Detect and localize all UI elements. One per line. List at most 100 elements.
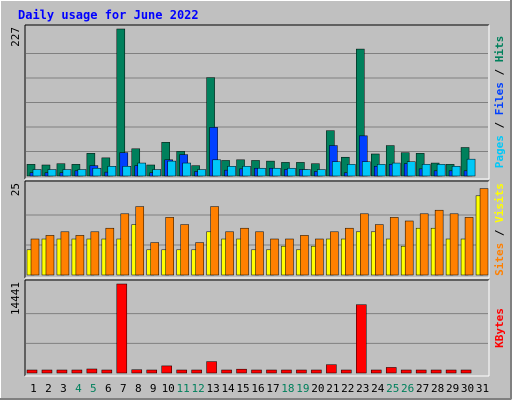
x-tick-label: 1 [30, 382, 37, 395]
legend-item-pages: Pages [493, 135, 506, 168]
sites-bar [240, 227, 249, 276]
sites-bar [479, 188, 489, 276]
sites-bar [464, 217, 474, 276]
kbytes-bar [101, 369, 113, 374]
kbytes-bar [41, 369, 53, 374]
pages-bar [421, 164, 431, 177]
x-tick-label: 25 [386, 382, 399, 395]
sites-bar [105, 227, 115, 276]
pages-bar [436, 164, 446, 177]
x-tick-label: 26 [401, 382, 414, 395]
x-tick-label: 4 [75, 382, 82, 395]
sites-bar [225, 231, 234, 276]
pages-bar [406, 161, 416, 177]
pages-bar [391, 162, 401, 177]
kbytes-bar [71, 369, 83, 374]
y-max-label: 227 [9, 27, 22, 47]
kbytes-bar [326, 364, 337, 374]
kbytes-bar [400, 369, 412, 374]
panel-background [25, 280, 489, 376]
chart-panels: 227 Pages / Files / Hits 25 Sites / Visits 1… [9, 24, 506, 377]
sites-bar [60, 231, 70, 276]
pages-bar [137, 162, 147, 177]
pages-bar [377, 164, 386, 177]
kbytes-bar [56, 369, 68, 374]
sites-bar [315, 238, 324, 276]
sites-bar [270, 238, 279, 276]
y-max-label: 14441 [9, 282, 22, 315]
sites-bar [75, 235, 85, 276]
sites-bar [45, 235, 55, 276]
sites-bar [30, 238, 40, 276]
sites-bar [404, 220, 414, 276]
legend-item-files: Files [493, 82, 506, 115]
pages-bar [152, 169, 161, 177]
kbytes-bar [146, 369, 157, 374]
pages-bar [272, 167, 281, 177]
sites-bar [434, 209, 444, 276]
x-tick-label: 6 [105, 382, 112, 395]
pages-bar [167, 160, 176, 177]
sites-bar [255, 231, 264, 276]
sites-bar [375, 224, 384, 276]
sites-bar [389, 217, 399, 276]
sites-bar [180, 224, 189, 276]
kbytes-bar [176, 369, 187, 374]
pages-bar [347, 164, 356, 177]
x-tick-label: 22 [341, 382, 354, 395]
legend-kbytes: KBytes [493, 308, 506, 348]
legend-item-hits: Hits [493, 36, 506, 63]
legend-separator: / [493, 62, 506, 82]
pages-bar [466, 158, 476, 177]
x-tick-label: 23 [356, 382, 369, 395]
pages-bar [47, 169, 57, 177]
x-axis-labels: 1 2 3 4 5 6 7 8 9 10 11 12 13 14 15 16 17 18 19 20 21 22 23 24 2… [30, 382, 489, 395]
x-tick-label: 17 [266, 382, 279, 395]
kbytes-bar [311, 369, 322, 374]
sites-bar [345, 227, 354, 276]
sites-bar [90, 231, 100, 276]
x-tick-label: 31 [476, 382, 489, 395]
pages-bar [92, 167, 102, 177]
pages-bar [257, 167, 266, 177]
panel-kbytes: 14441 KBytes [9, 279, 506, 377]
legend-separator: / [493, 115, 506, 135]
x-tick-label: 2 [45, 382, 52, 395]
x-tick-label: 12 [192, 382, 205, 395]
pages-bar [122, 166, 132, 177]
x-tick-label: 27 [416, 382, 429, 395]
kbytes-bar [131, 369, 143, 374]
x-tick-label: 30 [461, 382, 474, 395]
pages-bar [302, 169, 311, 177]
kbytes-bar [266, 369, 277, 374]
panel-hits-files-pages: 227 Pages / Files / Hits [9, 24, 506, 180]
kbytes-bar [116, 283, 128, 374]
kbytes-bar [356, 304, 367, 374]
pages-bar [287, 167, 296, 177]
pages-bar [227, 166, 236, 177]
kbytes-bar [206, 361, 217, 374]
pages-bar [197, 169, 206, 177]
pages-bar [32, 169, 42, 177]
pages-bar [242, 166, 251, 177]
x-tick-label: 14 [221, 382, 235, 395]
sites-bar [330, 231, 339, 276]
kbytes-bar [296, 369, 307, 374]
kbytes-bar [221, 369, 232, 374]
panel-sites-visits: 25 Sites / Visits [9, 180, 506, 279]
chart-title: Daily usage for June 2022 [18, 8, 199, 22]
kbytes-bar [26, 369, 38, 374]
sites-bar [419, 213, 429, 276]
y-max-label: 25 [9, 183, 22, 196]
sites-bar [449, 213, 459, 276]
x-tick-label: 13 [206, 382, 219, 395]
x-tick-label: 7 [120, 382, 127, 395]
pages-bar [62, 169, 72, 177]
pages-bar [212, 159, 221, 177]
kbytes-bar [251, 369, 262, 374]
legend-sites-visits: Sites / Visits [493, 183, 506, 276]
x-tick-label: 10 [162, 382, 175, 395]
x-tick-label: 16 [251, 382, 264, 395]
pages-bar [332, 161, 341, 177]
